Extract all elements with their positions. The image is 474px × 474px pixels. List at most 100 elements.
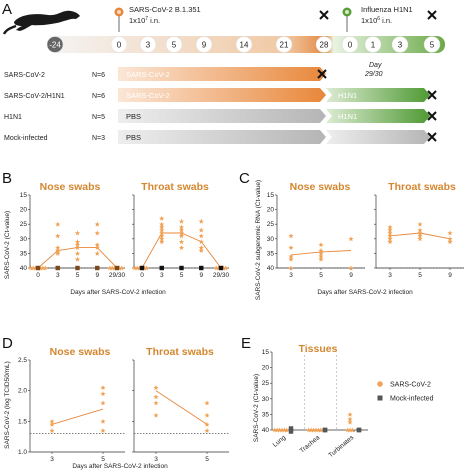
data-point-sars: [109, 265, 115, 271]
ferret-icon: [2, 10, 80, 35]
data-point-sars: [198, 218, 204, 224]
timeline-day-label: 14: [240, 41, 249, 50]
data-point-sars: [198, 239, 204, 245]
data-point-sars: [159, 233, 165, 239]
group-bar-phase1-label: PBS: [126, 112, 141, 121]
timeline-day-label: 0: [348, 41, 353, 50]
data-point-sars: [153, 412, 159, 418]
mean-line: [141, 232, 222, 269]
data-point-sars: [313, 427, 319, 433]
timeline-day-label: 3: [398, 41, 403, 50]
timeline-day-circle: [195, 36, 213, 53]
data-point-sars: [55, 233, 61, 239]
group-name: Mock-infected: [4, 135, 48, 142]
data-point-sars: [28, 265, 34, 271]
data-point-sars: [279, 427, 285, 433]
panel-c-title-throat: Throat swabs: [388, 181, 456, 193]
data-point-mock: [139, 265, 145, 271]
panel-e-title: Tissues: [299, 343, 338, 355]
data-point-sars: [178, 244, 185, 251]
data-point-sars: [55, 221, 61, 227]
data-point-sars: [116, 265, 122, 271]
x-tick-label: Lung: [272, 434, 288, 449]
panel-b-title-throat: Throat swabs: [141, 181, 209, 193]
y-tick-label: 1.0: [18, 449, 27, 456]
sars-inoc-dose: 1x107 i.n.: [129, 16, 160, 25]
x-tick-label: 0: [36, 272, 40, 279]
flu-inoculation-marker: Influenza H1N1 1x106 i.n.: [342, 5, 413, 32]
data-point-sars: [387, 230, 393, 236]
x-tick-label: 3: [50, 456, 54, 463]
y-tick-label: 20: [20, 207, 28, 214]
data-point-sars: [198, 244, 204, 251]
data-point-sars: [141, 265, 147, 271]
timeline-day-circle: [110, 36, 128, 53]
cross-icon: [427, 90, 437, 100]
timeline-day-label: 0: [117, 41, 122, 50]
timeline-day-circle: [139, 36, 157, 53]
panel-c-letter: C: [239, 170, 250, 187]
x-tick-label: 3: [56, 272, 60, 279]
data-point-sars: [288, 256, 294, 262]
data-point-mock: [356, 427, 362, 433]
group-bar-phase1: [118, 67, 326, 81]
timeline-day-circle: [341, 36, 359, 53]
panel-c-title-nose: Nose swabs: [290, 181, 351, 193]
panel-b-xlabel: Days after SARS-CoV-2 infection: [70, 289, 166, 296]
data-point-sars: [387, 227, 393, 233]
group-name: H1N1: [4, 114, 22, 121]
data-point-sars: [49, 421, 55, 427]
panel-e-letter: E: [241, 335, 251, 352]
timeline-day-label: 5: [430, 41, 435, 50]
timeline-day-circle: [165, 36, 183, 53]
y-tick-label: 20: [267, 207, 275, 214]
data-point-sars: [178, 230, 185, 236]
cross-icon: [317, 69, 327, 79]
x-tick-label: 5: [101, 456, 105, 463]
y-tick-label: 30: [262, 396, 270, 403]
data-point-sars: [348, 236, 354, 242]
data-point-sars: [274, 427, 280, 433]
timeline-day-label: -24: [49, 41, 61, 50]
timeline-day-label: 3: [146, 41, 151, 50]
panel-a-letter: A: [2, 1, 12, 18]
timeline: -24 0 3 5 9 14 21 28 0 1 3 5 Day 29/30: [46, 10, 445, 78]
group-bar-phase1-label: PBS: [126, 133, 141, 142]
data-point-sars: [159, 230, 165, 236]
data-point-sars: [159, 236, 165, 242]
data-point-mock: [114, 265, 120, 271]
group-bar-phase2: [326, 130, 430, 144]
data-point-sars: [349, 427, 355, 433]
panel-c: C Nose swabs Throat swabs SARS-CoV-2 sub…: [239, 170, 464, 300]
panel-b-ylabel: SARS-CoV-2 (Ct-value): [4, 211, 11, 279]
data-point-sars: [417, 227, 423, 233]
data-point-sars: [33, 265, 39, 271]
legend-label-sars: SARS-CoV-2: [390, 382, 431, 389]
data-point-sars: [159, 221, 165, 227]
group-bar-phase1: [118, 88, 326, 102]
data-point-mock: [179, 265, 184, 271]
data-point-sars: [347, 427, 353, 433]
data-point-sars: [281, 427, 287, 433]
data-point-sars: [318, 247, 324, 253]
data-point-sars: [347, 416, 353, 422]
panel-d-title-nose: Nose swabs: [50, 346, 111, 358]
data-point-sars: [42, 265, 48, 271]
y-tick-label: 30: [267, 236, 275, 243]
data-point-mock: [159, 265, 164, 271]
data-point-sars: [288, 233, 294, 239]
data-point-sars: [220, 265, 226, 271]
data-point-sars: [100, 427, 106, 434]
y-tick-label: 25: [267, 221, 275, 228]
day-note-line1: Day: [369, 62, 382, 69]
x-tick-label: 9: [349, 272, 353, 279]
data-point-sars: [198, 227, 204, 233]
legend-label-mock: Mock-infected: [390, 396, 434, 403]
data-point-sars: [159, 227, 165, 233]
timeline-day-circle: [46, 36, 64, 53]
data-point-sars: [178, 224, 185, 230]
panel-e-ylabel: SARS-CoV-2 (Ct-value): [253, 374, 260, 442]
data-point-sars: [49, 427, 55, 434]
timeline-day-circle: [391, 36, 409, 53]
